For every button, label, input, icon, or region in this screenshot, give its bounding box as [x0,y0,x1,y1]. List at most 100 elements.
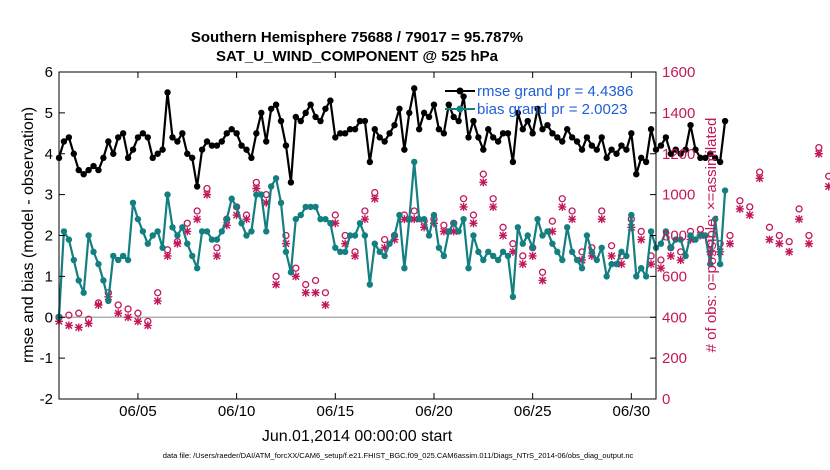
bias-point [554,248,561,256]
bias-point [223,215,230,223]
possible-obs-point [785,237,793,246]
rmse-point [149,154,156,162]
assimilated-obs-point [795,215,804,224]
rmse-point [554,134,561,141]
assimilated-obs-point [163,251,172,260]
bias-point [124,256,132,264]
assimilated-obs-point [124,313,133,322]
rmse-point [435,126,443,133]
rmse-point [307,101,314,108]
rmse-point [509,158,517,166]
possible-obs-point [538,268,547,276]
bias-point [159,244,166,251]
assimilated-obs-point [459,202,468,211]
rmse-point [391,121,398,129]
rmse-point [134,134,142,141]
bias-point [297,211,304,219]
y-axis-label: rmse and bias (model - observation) [20,107,37,363]
possible-obs-point [114,301,122,309]
rmse-point [248,154,255,162]
bias-point [529,244,536,251]
bias-point [119,252,127,260]
assimilated-obs-point [321,300,330,309]
axis-ticks: -2 -1 0 1 2 3 4 5 6 0 200 400 600 800 1000 1200 1400 1600… [40,64,696,420]
possible-obs-point [292,264,300,272]
bias-point [80,289,87,296]
rmse-point [198,146,206,153]
rmse-point [425,113,433,121]
assimilated-obs-point [775,239,784,248]
bias-point [628,211,635,219]
bias-point [376,248,383,256]
bias-point [598,244,605,251]
bias-point [573,256,581,264]
bias-point [184,240,191,247]
rmse-point [618,142,625,149]
y2-tick-label: 200 [662,350,687,367]
possible-obs-point [558,195,566,203]
x-tick-label: 06/25 [514,403,552,420]
assimilated-obs-point [74,323,83,332]
y-tick-label: 6 [45,64,53,81]
rmse-point [129,146,137,153]
rmse-point [445,101,452,108]
assimilated-obs-point [242,215,251,224]
bias-point [396,211,403,219]
bias-point [401,265,408,272]
bias-point [716,260,724,268]
assimilated-obs-point [114,309,123,318]
y-tick-label: 1 [45,268,53,285]
possible-obs-point [380,235,389,244]
rmse-point [65,134,73,141]
assimilated-obs-point [203,190,212,199]
rmse-point [85,166,92,174]
rmse-point [494,138,502,145]
rmse-point [499,130,507,137]
bias-point [174,232,181,239]
possible-obs-point [509,240,517,248]
assimilated-obs-point [341,239,350,248]
bias-point [702,232,709,239]
rmse-point [70,150,78,157]
bias-point [613,260,620,268]
plot-area [55,85,830,332]
y-tick-label: -2 [40,391,53,408]
bias-point [60,228,68,235]
bias-point [356,220,364,227]
assimilated-obs-point [518,260,527,269]
bias-point [203,228,211,235]
assimilated-obs-point [449,227,458,236]
bias-point [218,228,226,235]
assimilated-obs-point [193,215,202,224]
possible-obs-point [637,227,645,236]
rmse-point [327,97,334,104]
possible-obs-point [607,242,616,250]
bias-point [682,252,689,260]
y2-tick-label: 400 [662,309,687,326]
assimilated-obs-point [666,251,675,260]
y2-tick-label: 1400 [662,105,695,122]
assimilated-obs-point [558,202,567,211]
rmse-point [470,117,477,125]
bias-point [539,232,546,239]
possible-obs-point [203,184,211,193]
possible-obs-point [272,272,280,281]
rmse-point [169,134,176,141]
bias-point [475,248,482,256]
rmse-point [411,85,418,92]
assimilated-obs-point [568,215,577,224]
rmse-point [692,146,699,153]
assimilated-obs-point [262,198,271,207]
bias-point [267,183,275,190]
y-tick-label: 3 [45,187,53,204]
rmse-point [524,117,531,125]
rmse-point [366,158,374,166]
bias-point [129,199,137,206]
bias-point [637,265,645,272]
rmse-point [238,142,245,149]
bias-point [85,232,92,239]
rmse-point [480,146,487,153]
y2-tick-label: 1000 [662,187,695,204]
rmse-point [100,154,107,162]
rmse-point [144,134,152,141]
